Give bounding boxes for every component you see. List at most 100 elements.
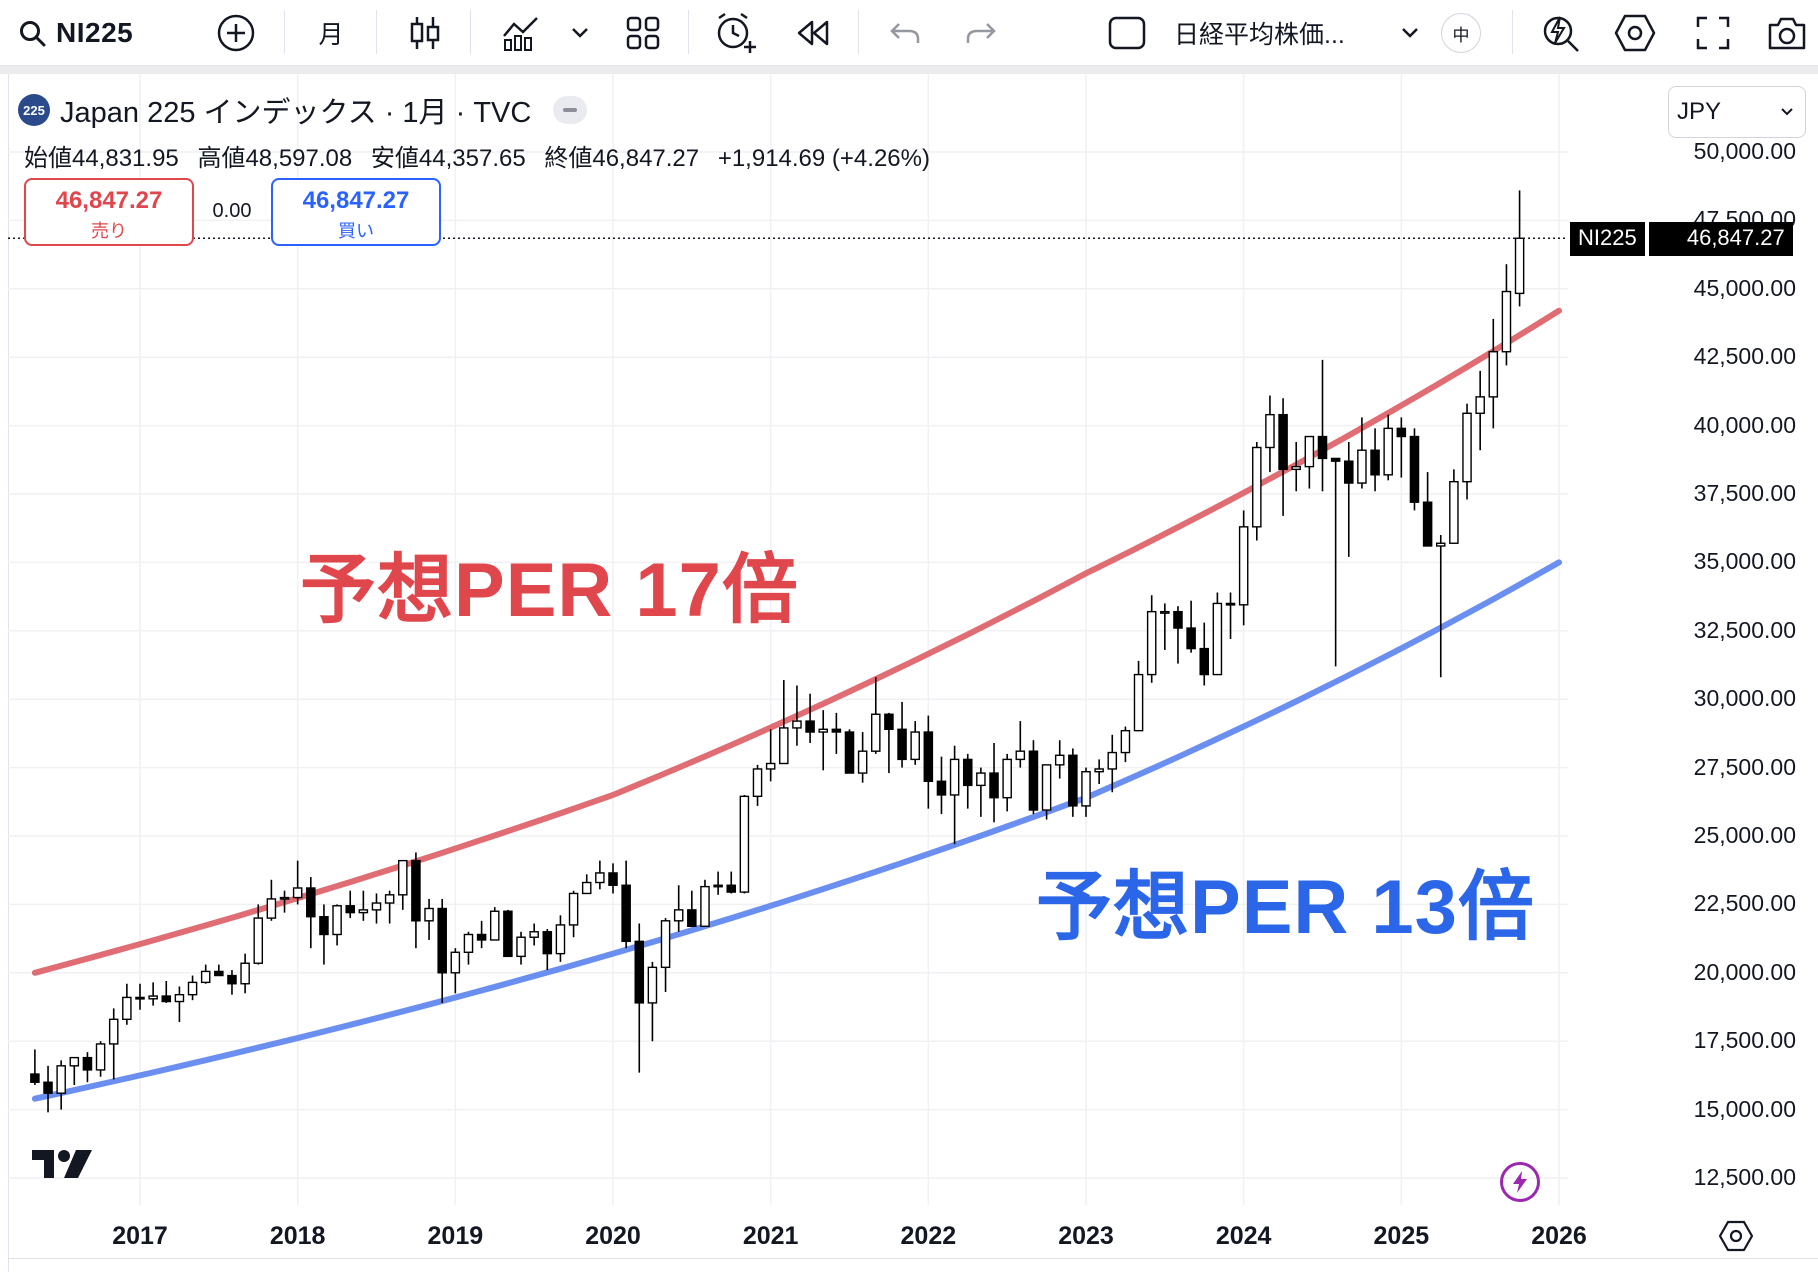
candle (279, 890, 290, 913)
candle (936, 756, 947, 815)
sell-button[interactable]: 46,847.27 売り (24, 178, 194, 246)
candle-body-up (673, 909, 684, 922)
candle-body-up (1383, 427, 1393, 476)
candle-body-up (581, 881, 592, 895)
high-label: 高値 (197, 145, 246, 172)
candle (56, 1060, 66, 1110)
candle-body-up (1146, 610, 1157, 676)
candle-body-down (1396, 427, 1407, 438)
indicators-menu-button[interactable] (562, 0, 598, 66)
candle (135, 983, 145, 1010)
candle-body-up (384, 894, 395, 904)
candle-body-down (844, 731, 855, 774)
close-label: 終値 (544, 145, 593, 172)
candle (1173, 606, 1183, 664)
currency-value: JPY (1677, 98, 1722, 125)
close-value: 46,847.27 (592, 145, 700, 172)
candle (1146, 595, 1157, 683)
candle (1449, 469, 1459, 544)
candle-body-up (818, 728, 828, 733)
candle-body-down (227, 974, 237, 985)
candle (805, 693, 815, 743)
layout-select-checkbox[interactable] (1104, 0, 1150, 66)
layout-button[interactable] (618, 0, 668, 66)
candle-body-up (568, 892, 579, 926)
candle (345, 890, 355, 919)
candle (30, 1049, 40, 1085)
candle-body-down (634, 940, 645, 1004)
quick-search-button[interactable] (1534, 0, 1588, 66)
candle-body-down (1409, 435, 1420, 503)
time-tick-label: 2024 (1215, 1222, 1272, 1250)
candle-body-up (1449, 480, 1459, 544)
price-tick-label: 17,500.00 (1693, 1027, 1796, 1054)
toolbar-divider (0, 66, 1818, 74)
buy-button[interactable]: 46,847.27 買い (271, 178, 441, 246)
candle (1501, 264, 1512, 366)
candle (214, 964, 224, 977)
interval-button[interactable]: 月 (300, 0, 362, 66)
layout-name-button[interactable]: 日経平均株価... (1174, 0, 1354, 66)
chevron-down-icon (1781, 108, 1793, 116)
legend-collapse-button[interactable] (553, 96, 588, 124)
candle-body-down (923, 731, 934, 782)
candle (700, 879, 710, 927)
timezone-badge-button[interactable]: 中 (1438, 0, 1484, 66)
candle-body-down (345, 905, 355, 914)
redo-button[interactable] (956, 0, 1006, 66)
per17-annotation[interactable]: 予想PER 17倍 (300, 548, 799, 633)
candle-body-down (437, 907, 447, 974)
candle-body-up (1120, 729, 1131, 754)
candle-body-down (306, 887, 316, 918)
tradingview-logo[interactable] (32, 1148, 94, 1180)
candle (739, 794, 750, 894)
settings-button[interactable] (1608, 0, 1662, 66)
candle-body-up (279, 896, 290, 900)
spread-value: 0.00 (212, 200, 252, 222)
time-tick-label: 2025 (1373, 1222, 1430, 1250)
replay-button[interactable] (788, 0, 838, 66)
snapshot-button[interactable] (1760, 0, 1814, 66)
candle (962, 753, 973, 809)
compare-symbol-button[interactable] (210, 0, 262, 66)
candle-body-up (779, 727, 789, 765)
candle-body-down (621, 884, 631, 943)
candle-body-up (398, 859, 408, 896)
candle (358, 890, 369, 921)
alert-button[interactable] (710, 0, 762, 66)
chart-type-button[interactable] (400, 0, 450, 66)
indicators-button[interactable] (496, 0, 546, 66)
candle (1225, 592, 1236, 640)
candle (529, 923, 539, 946)
search-icon (20, 21, 46, 47)
candle (82, 1052, 93, 1083)
layout-menu-button[interactable] (1392, 0, 1428, 66)
undo-button[interactable] (880, 0, 930, 66)
price-tick-label: 40,000.00 (1693, 411, 1796, 438)
candle-body-up (1133, 673, 1144, 732)
candle (857, 732, 868, 783)
candle (1304, 435, 1315, 489)
candle (1265, 395, 1275, 473)
candle-body-down (1225, 602, 1236, 606)
candle (608, 863, 618, 894)
legend-title[interactable]: Japan 225 インデックス · 1月 · TVC (60, 97, 532, 129)
quick-trade-button[interactable] (1500, 1162, 1540, 1202)
candle-body-up (1081, 771, 1091, 807)
candle (69, 1056, 80, 1085)
candle-body-up (660, 920, 671, 969)
toolbar-separator (858, 10, 859, 54)
candle-body-up (463, 933, 474, 953)
per13-annotation[interactable]: 予想PER 13倍 (1036, 865, 1535, 950)
candle (976, 767, 986, 817)
currency-select[interactable]: JPY (1668, 86, 1806, 138)
candle-body-up (1501, 290, 1512, 353)
axis-settings-icon[interactable] (1718, 1218, 1754, 1254)
symbol-search-button[interactable]: NI225 (18, 0, 158, 66)
candle (1133, 660, 1144, 732)
undo-icon (890, 23, 920, 43)
interval-label: 月 (318, 21, 344, 49)
fullscreen-button[interactable] (1686, 0, 1740, 66)
time-tick-label: 2022 (900, 1222, 957, 1250)
